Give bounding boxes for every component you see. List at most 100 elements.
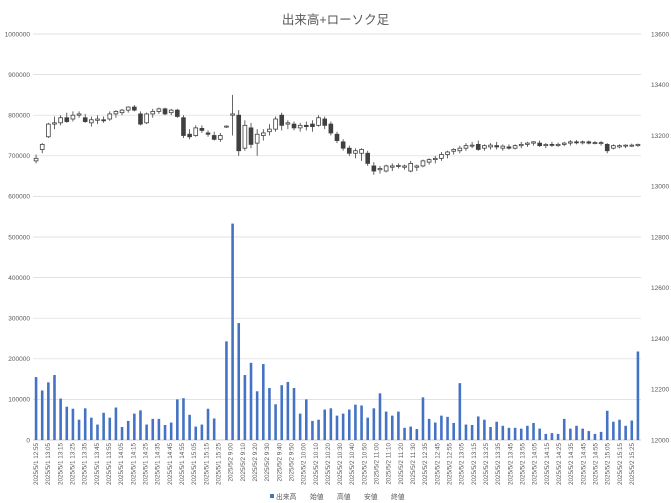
candlestick <box>488 143 493 150</box>
x-tick-label: 2025/5/2 13:45 <box>507 443 514 486</box>
candle-body <box>371 165 377 172</box>
x-tick-label: 2025/5/2 11:20 <box>398 443 405 485</box>
candlestick <box>82 113 88 123</box>
x-tick-label: 2025/5/2 11:30 <box>410 443 417 485</box>
volume-bar <box>550 433 554 440</box>
left-tick-label: 200000 <box>8 356 30 363</box>
x-axis-ticks: 2025/5/1 12:55 2025/5/1 13:05 2025/5/1 13:… <box>33 443 636 486</box>
candlestick <box>500 144 506 151</box>
left-tick-label: 400000 <box>8 275 30 282</box>
volume-bar <box>501 425 505 440</box>
candlestick <box>144 112 149 125</box>
x-tick-label: 2025/5/2 15:05 <box>605 443 612 486</box>
candle-body <box>285 122 291 125</box>
candlestick <box>242 120 248 151</box>
candlestick <box>543 143 549 149</box>
candle-body <box>205 132 211 135</box>
candle-body <box>574 141 579 144</box>
candle-body <box>303 124 309 128</box>
volume-bar <box>120 427 124 440</box>
candlestick <box>285 120 291 130</box>
candle-body <box>586 141 592 144</box>
candle-body <box>494 145 499 148</box>
candlestick <box>482 144 487 151</box>
candlestick <box>322 116 328 130</box>
candle-body <box>598 142 604 145</box>
volume-bar <box>126 420 130 440</box>
candle-body <box>604 143 610 152</box>
volume-bar <box>188 414 191 440</box>
volume-bar <box>562 418 566 440</box>
volume-bar <box>83 408 87 440</box>
candle-body <box>561 142 567 145</box>
candlestick <box>279 112 285 131</box>
volume-bar <box>421 397 425 440</box>
candle-body <box>89 119 94 124</box>
candle-body <box>469 144 475 147</box>
x-tick-label: 2025/5/2 10:40 <box>349 443 356 486</box>
candle-body <box>549 143 555 146</box>
candlestick <box>457 145 463 154</box>
volume-bar <box>464 424 468 440</box>
candlestick <box>463 143 469 151</box>
volume-bar <box>145 424 148 440</box>
candlestick <box>340 139 346 151</box>
volume-bar <box>34 377 38 440</box>
candlestick <box>64 112 70 123</box>
candlestick <box>181 115 186 139</box>
volume-bar <box>262 364 265 440</box>
candlestick <box>623 144 628 149</box>
candlestick <box>218 132 223 142</box>
x-tick-label: 2025/5/2 12:45 <box>434 443 441 486</box>
candlestick <box>267 124 272 136</box>
candlestick <box>199 125 205 133</box>
candle-body <box>230 113 235 116</box>
volume-bar <box>372 408 376 440</box>
candlestick <box>518 141 524 149</box>
x-tick-label: 2025/5/2 9:40 <box>276 443 283 482</box>
right-tick-label: 12600 <box>651 285 669 292</box>
candlestick <box>175 108 180 118</box>
candlestick <box>383 164 389 173</box>
candle-body <box>426 159 432 163</box>
x-tick-label: 2025/5/1 14:15 <box>130 443 137 486</box>
candlestick <box>89 116 94 127</box>
candlestick <box>469 141 475 149</box>
volume-bar <box>206 408 210 440</box>
candle-body <box>408 163 414 172</box>
candle-body <box>175 109 180 117</box>
candlestick <box>432 155 438 164</box>
right-tick-label: 12800 <box>651 234 669 241</box>
x-tick-label: 2025/5/2 13:05 <box>459 443 466 486</box>
volume-bar <box>139 410 142 440</box>
candle-body <box>512 145 518 149</box>
candlestick <box>297 122 303 132</box>
x-tick-label: 2025/5/1 12:55 <box>33 443 40 486</box>
candle-body <box>635 143 641 147</box>
candlestick <box>359 148 364 161</box>
volume-bar <box>624 425 627 440</box>
candle-body <box>457 147 463 152</box>
volume-bar <box>311 420 314 440</box>
candlestick <box>574 140 579 145</box>
candle-body <box>617 145 622 148</box>
x-tick-label: 2025/5/2 14:15 <box>544 443 551 486</box>
candlestick <box>371 162 377 175</box>
volume-bar <box>403 427 406 440</box>
candle-body <box>101 119 106 122</box>
volume-bar <box>470 424 474 440</box>
candle-body <box>592 142 598 145</box>
volume-bar <box>53 375 56 440</box>
x-tick-label: 2025/5/1 14:05 <box>118 443 125 486</box>
volume-bar <box>569 428 572 440</box>
candle-body <box>463 145 469 149</box>
x-tick-label: 2025/5/2 12:55 <box>447 443 454 486</box>
x-tick-label: 2025/5/2 13:35 <box>495 443 502 486</box>
x-tick-label: 2025/5/1 13:55 <box>106 443 113 486</box>
candlestick <box>119 108 125 116</box>
candle-body <box>70 114 76 120</box>
candle-body <box>64 117 70 122</box>
x-tick-label: 2025/5/1 14:45 <box>167 443 174 486</box>
candlestick <box>586 140 592 145</box>
